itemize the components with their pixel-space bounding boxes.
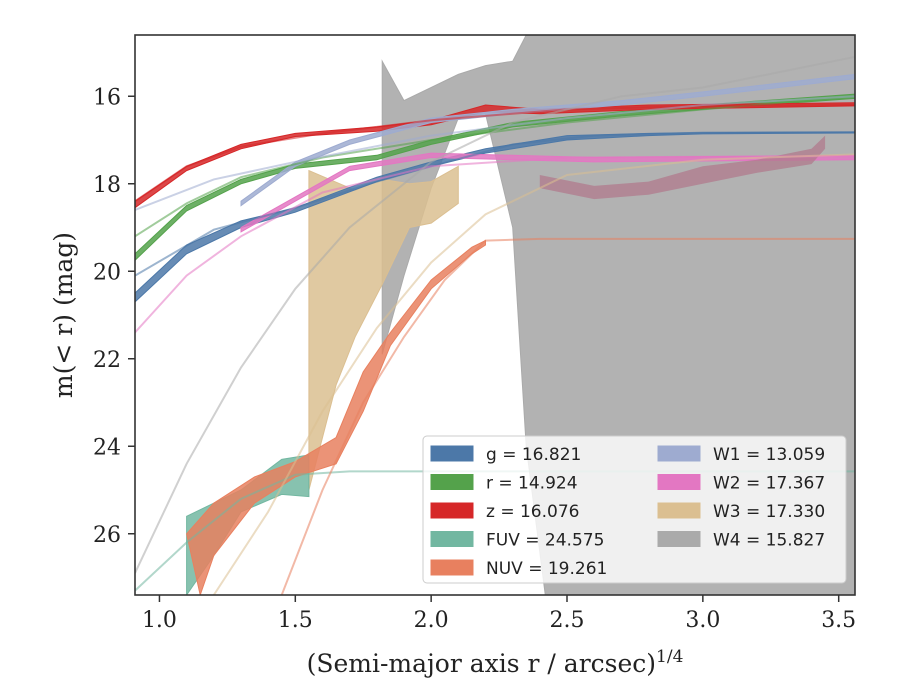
legend-label: W4 = 15.827 xyxy=(713,531,825,551)
band-W2_mid xyxy=(539,135,826,200)
legend-label: W1 = 13.059 xyxy=(713,445,825,465)
y-tick-label: 22 xyxy=(93,348,121,373)
x-tick-label: 1.0 xyxy=(142,608,177,633)
model-line-W3 xyxy=(212,153,855,595)
x-tick-label: 3.5 xyxy=(821,608,856,633)
band-NUV xyxy=(186,239,486,595)
y-tick-label: 16 xyxy=(93,85,121,110)
legend-swatch xyxy=(657,445,701,462)
band-z xyxy=(135,102,855,209)
legend-label: FUV = 24.575 xyxy=(486,531,604,551)
model-line-NUV xyxy=(280,237,855,595)
x-tick-label: 2.0 xyxy=(414,608,449,633)
y-tick-label: 18 xyxy=(93,173,121,198)
x-axis-ticks: 1.0 1.5 2.0 2.5 3.0 3.5 xyxy=(142,595,856,633)
x-axis-label-sup: 1/4 xyxy=(656,647,683,667)
legend-box xyxy=(422,435,847,584)
legend-swatch xyxy=(430,559,474,576)
legend-label: W2 = 17.367 xyxy=(713,474,825,494)
legend-swatch xyxy=(430,531,474,547)
x-axis-label: (Semi-major axis r / arcsec)1/4 xyxy=(307,647,684,678)
legend-swatch xyxy=(430,445,474,462)
y-tick-label: 26 xyxy=(93,523,121,548)
legend-swatch xyxy=(430,502,474,519)
model-line-r xyxy=(135,95,855,238)
x-tick-label: 2.5 xyxy=(550,608,585,633)
legend-swatch xyxy=(657,531,701,547)
legend-label: z = 16.076 xyxy=(486,502,579,522)
legend-label: W3 = 17.330 xyxy=(713,502,825,522)
model-line-W1 xyxy=(135,95,855,211)
x-tick-label: 1.5 xyxy=(278,608,313,633)
x-axis-label-main: (Semi-major axis r / arcsec) xyxy=(307,649,656,678)
legend: g = 16.821 r = 14.924 z = 16.076 FUV = 24.5… xyxy=(422,435,847,584)
band-W1 xyxy=(240,73,855,207)
model-line-W4 xyxy=(135,55,855,574)
y-tick-label: 20 xyxy=(93,260,121,285)
legend-label: r = 14.924 xyxy=(486,474,578,494)
plot-frame xyxy=(134,34,856,596)
y-axis-label: m(< r) (mag) xyxy=(49,232,78,398)
band-W2 xyxy=(240,152,855,233)
x-tick-label: 3.0 xyxy=(685,608,720,633)
model-line-W2 xyxy=(135,155,855,334)
legend-swatch xyxy=(430,474,474,490)
y-axis-ticks: 16 18 20 22 24 26 xyxy=(93,85,135,548)
legend-label: NUV = 19.261 xyxy=(486,559,607,579)
legend-label: g = 16.821 xyxy=(486,445,581,465)
band-W3 xyxy=(308,165,459,491)
legend-swatch xyxy=(657,474,701,490)
legend-swatch xyxy=(657,502,701,519)
y-tick-label: 24 xyxy=(93,435,121,460)
